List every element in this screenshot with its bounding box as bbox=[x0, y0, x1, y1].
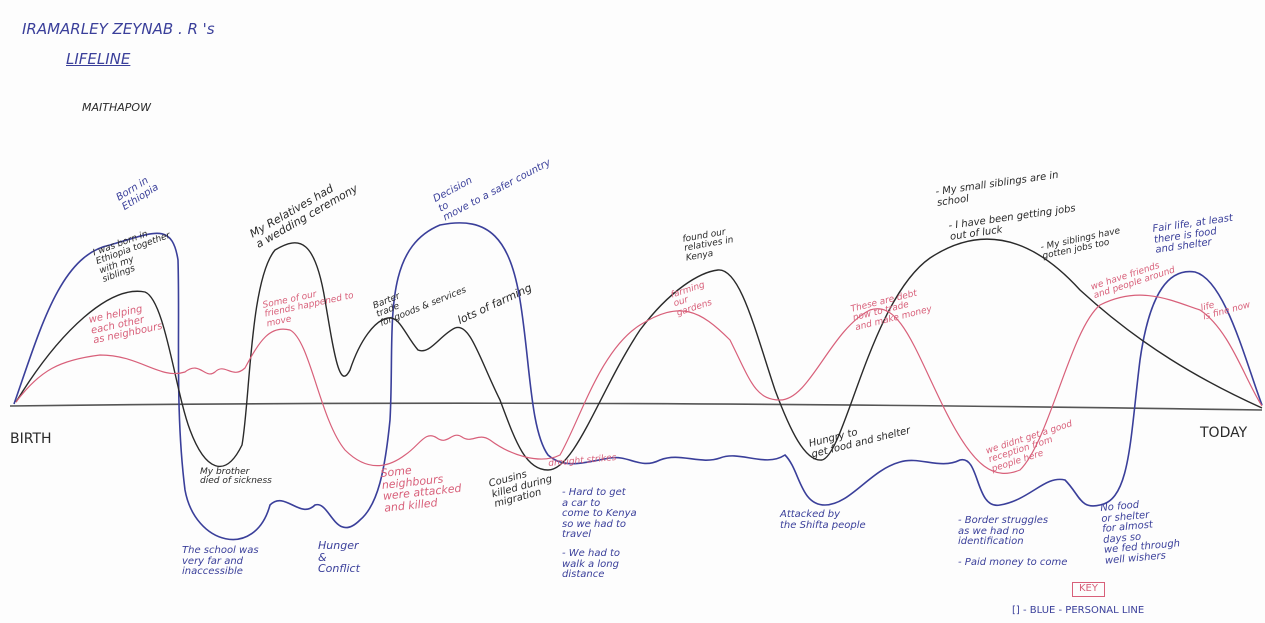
annotation-school-far: The school was very far and inaccessible bbox=[182, 545, 259, 577]
annotation-brother-died: My brother died of sickness bbox=[200, 467, 272, 487]
author-name: IRAMARLEY ZEYNAB . R 's bbox=[22, 20, 215, 38]
personal-line bbox=[13, 222, 1263, 541]
community-line bbox=[15, 294, 1263, 474]
annotation-paid-money: - Paid money to come bbox=[958, 557, 1068, 568]
page-title: LIFELINE bbox=[66, 50, 131, 68]
annotation-no-food: No food or shelter for almost days so we… bbox=[1099, 499, 1181, 567]
place-name: MAITHAPOW bbox=[82, 101, 151, 114]
axis-end-label: TODAY bbox=[1200, 425, 1248, 441]
annotation-walk-distance: - We had to walk a long distance bbox=[562, 548, 621, 580]
annotation-attacked-shifta: Attacked by the Shifta people bbox=[780, 509, 866, 531]
key-heading: KEY bbox=[1072, 582, 1105, 597]
axis-start-label: BIRTH bbox=[10, 431, 52, 447]
key-blue-entry: [] - BLUE - PERSONAL LINE bbox=[1012, 605, 1145, 616]
annotation-neighbours-killed: Some neighbours were attacked and killed bbox=[379, 463, 463, 515]
annotation-hard-car: - Hard to get a car to come to Kenya so … bbox=[562, 487, 637, 540]
time-axis bbox=[9, 402, 1263, 411]
annotation-hunger-conflict: Hunger & Conflict bbox=[318, 539, 360, 576]
family-line bbox=[15, 238, 1263, 471]
annotation-border-struggles: - Border struggles as we had no identifi… bbox=[958, 515, 1049, 547]
